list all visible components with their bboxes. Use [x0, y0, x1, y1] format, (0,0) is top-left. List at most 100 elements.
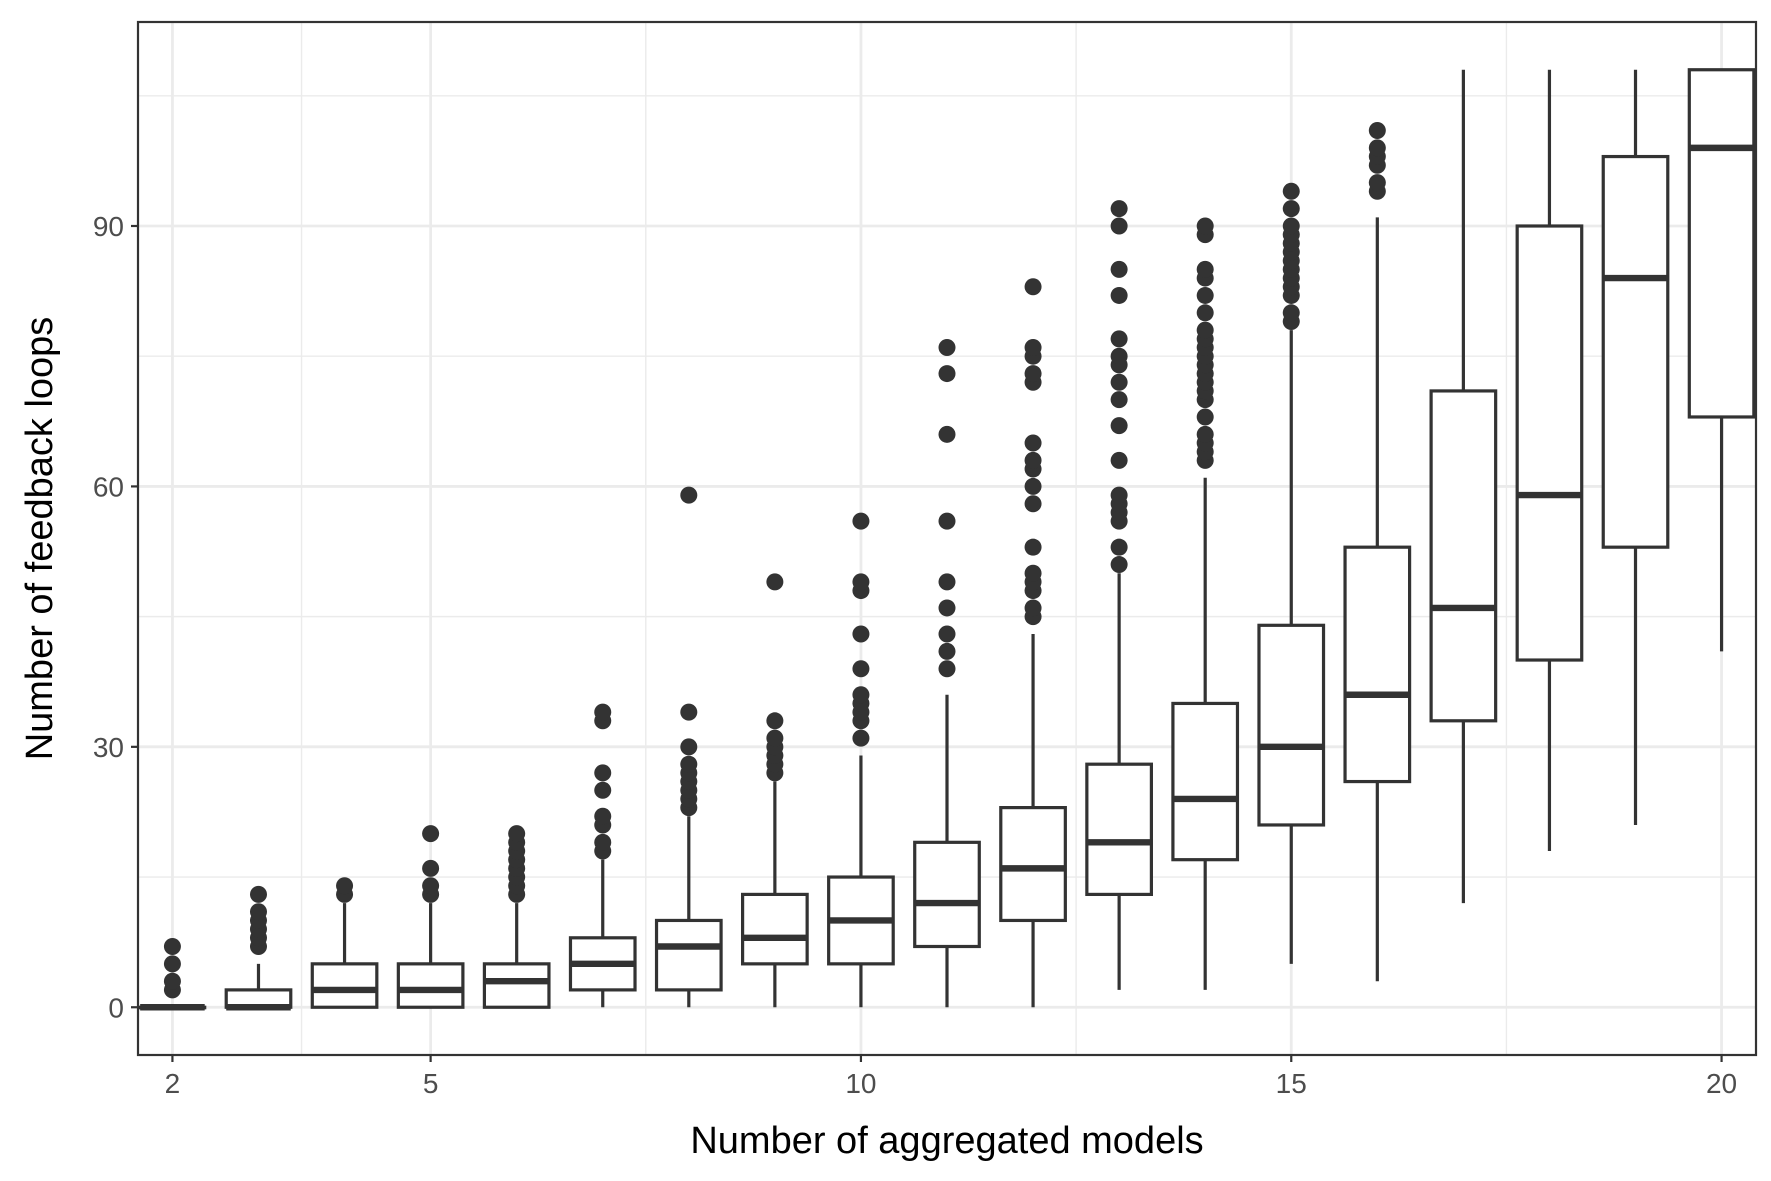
outlier-point [766, 729, 784, 747]
x-tick-label: 5 [423, 1068, 439, 1099]
outlier-point [1110, 373, 1128, 391]
outlier-point [1110, 217, 1128, 235]
outlier-point [1368, 139, 1386, 157]
outlier-point [1024, 564, 1042, 582]
outlier-point [1282, 304, 1300, 322]
outlier-point [1024, 365, 1042, 383]
outlier-point [163, 972, 181, 990]
outlier-point [852, 512, 870, 530]
outlier-point [852, 729, 870, 747]
box-iqr [1515, 224, 1584, 662]
outlier-point [163, 955, 181, 973]
minor-gridlines [138, 22, 1756, 1055]
outlier-point [249, 903, 267, 921]
outlier-point [938, 642, 956, 660]
outlier-point [852, 625, 870, 643]
outlier-point [422, 859, 440, 877]
box-iqr [654, 918, 723, 992]
outlier-point [1110, 286, 1128, 304]
x-tick-label: 2 [165, 1068, 181, 1099]
box-group-5 [396, 825, 465, 1009]
outlier-point [163, 937, 181, 955]
box-group-18 [1515, 69, 1584, 852]
box-iqr [999, 806, 1067, 923]
outlier-point [1110, 417, 1128, 435]
outlier-point [852, 686, 870, 704]
box-group-11 [913, 339, 981, 1008]
box-iqr [482, 962, 551, 1009]
outlier-point [1024, 599, 1042, 617]
outlier-point [594, 703, 612, 721]
box-group-9 [740, 573, 809, 1008]
outlier-point [1024, 451, 1042, 469]
box-group-15 [1257, 182, 1326, 964]
outlier-point [422, 877, 440, 895]
box-group-17 [1429, 69, 1498, 904]
box-series [138, 68, 1756, 1011]
box-group-8 [654, 486, 723, 1008]
outlier-point [1196, 304, 1214, 322]
outlier-point [508, 825, 526, 843]
outlier-point [1196, 321, 1214, 339]
outlier-point [1282, 200, 1300, 218]
box-iqr [396, 962, 465, 1009]
x-tick-label: 20 [1706, 1068, 1737, 1099]
outlier-point [680, 486, 698, 504]
outlier-point [680, 755, 698, 773]
outlier-point [594, 807, 612, 825]
outlier-point [1110, 200, 1128, 218]
outlier-point [1196, 217, 1214, 235]
outlier-point [594, 781, 612, 799]
outlier-point [766, 712, 784, 730]
box-iqr [1687, 68, 1756, 419]
box-group-12 [999, 278, 1067, 1008]
outlier-point [680, 738, 698, 756]
outlier-point [1024, 477, 1042, 495]
box-group-20 [1687, 68, 1756, 652]
outlier-point [938, 512, 956, 530]
box-iqr [1429, 389, 1498, 723]
y-axis-title: Number of feedback loops [19, 317, 61, 761]
y-tick-label: 0 [108, 992, 124, 1023]
outlier-point [249, 885, 267, 903]
outlier-point [1024, 278, 1042, 296]
y-tick-label: 30 [93, 732, 124, 763]
outlier-point [1024, 538, 1042, 556]
outlier-point [938, 573, 956, 591]
outlier-point [1196, 286, 1214, 304]
y-axis-ticks: 0 30 60 90 [93, 211, 138, 1023]
box-iqr [310, 962, 379, 1009]
box-iqr [1171, 701, 1240, 862]
box-group-4 [310, 877, 379, 1009]
outlier-point [1110, 538, 1128, 556]
outlier-point [1196, 408, 1214, 426]
box-group-6 [482, 825, 551, 1009]
box-group-14 [1171, 217, 1240, 990]
outlier-point [852, 573, 870, 591]
outlier-point [1196, 425, 1214, 443]
outlier-point [938, 365, 956, 383]
box-group-19 [1601, 69, 1670, 825]
outlier-point [938, 425, 956, 443]
outlier-point [1024, 495, 1042, 513]
outlier-point [1110, 486, 1128, 504]
box-iqr [1343, 545, 1412, 784]
x-tick-label: 15 [1276, 1068, 1307, 1099]
box-group-16 [1343, 122, 1412, 982]
outlier-point [766, 573, 784, 591]
y-tick-label: 60 [93, 471, 124, 502]
outlier-point [938, 660, 956, 678]
outlier-point [1110, 451, 1128, 469]
outlier-point [1196, 260, 1214, 278]
box-iqr [1085, 762, 1154, 897]
panel-border [136, 20, 1758, 1057]
box-group-7 [568, 703, 637, 1008]
box-iqr [1257, 623, 1326, 827]
outlier-point [1282, 182, 1300, 200]
outlier-point [1024, 339, 1042, 357]
outlier-point [1110, 347, 1128, 365]
box-group-10 [827, 512, 895, 1008]
outlier-point [1110, 391, 1128, 409]
box-group-3 [224, 885, 293, 1011]
